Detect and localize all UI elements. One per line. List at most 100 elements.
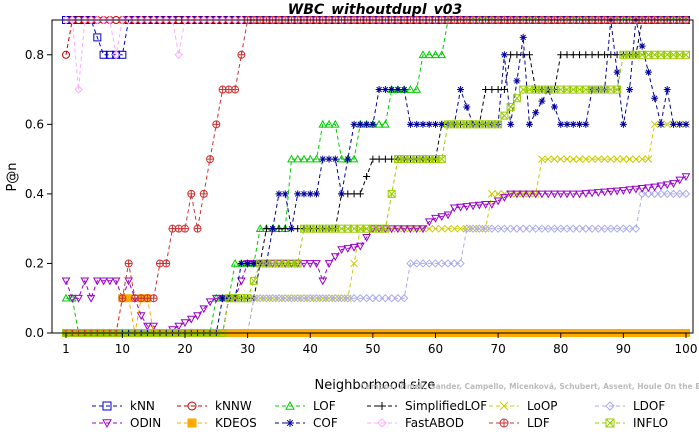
data-point [375, 86, 383, 94]
x-tick-label: 100 [675, 342, 698, 356]
data-point [669, 189, 678, 199]
y-tick-label: 0.6 [25, 117, 44, 131]
series-LDF [62, 16, 690, 337]
data-point [413, 120, 421, 128]
legend-label: LoOP [527, 399, 558, 413]
data-point [644, 68, 652, 76]
data-point [575, 190, 584, 199]
data-point [443, 259, 453, 268]
data-point [344, 190, 352, 198]
data-point [588, 51, 596, 59]
data-point [312, 294, 321, 303]
data-point [143, 322, 152, 331]
data-point [399, 225, 409, 234]
data-point [512, 224, 522, 233]
data-point [600, 155, 609, 163]
data-point [330, 119, 340, 128]
data-point [293, 154, 303, 163]
data-point [105, 15, 115, 25]
data-point [600, 224, 609, 233]
data-point [61, 277, 71, 286]
legend-label: ODIN [130, 416, 161, 430]
data-point [356, 120, 364, 128]
data-point [663, 189, 672, 199]
data-point [343, 294, 353, 303]
data-point [319, 155, 327, 163]
data-point [161, 15, 171, 25]
data-point [387, 189, 396, 198]
data-point [205, 15, 215, 25]
data-point [356, 190, 364, 198]
data-point [381, 119, 390, 128]
data-point [337, 294, 346, 303]
data-point [631, 224, 641, 233]
data-point [61, 15, 71, 25]
data-point [337, 154, 346, 163]
data-point [644, 189, 653, 199]
data-point [518, 224, 528, 233]
data-point [682, 120, 690, 128]
data-point [682, 50, 690, 59]
data-point [612, 224, 622, 233]
data-point [300, 190, 308, 198]
data-point [268, 294, 277, 303]
data-point [581, 155, 590, 163]
data-point [556, 224, 565, 233]
data-point [637, 189, 647, 199]
data-point [155, 15, 165, 25]
watermark: Campos, Zimek, Sander, Campello, Micenko… [360, 382, 699, 391]
data-point [513, 77, 521, 85]
data-point [488, 190, 496, 198]
data-point [638, 42, 646, 50]
data-point [237, 259, 245, 267]
data-point [237, 15, 246, 25]
data-point [550, 190, 559, 199]
legend-item-FastABOD: FastABOD [367, 416, 464, 430]
data-point [525, 224, 534, 233]
data-point [594, 51, 602, 59]
series-LOF [61, 15, 691, 337]
data-point [349, 243, 359, 252]
data-point [331, 294, 340, 303]
data-point [438, 120, 446, 128]
legend-label: COF [313, 416, 338, 430]
data-point [582, 51, 590, 59]
data-point [601, 51, 609, 59]
data-point [406, 259, 415, 268]
data-point [675, 176, 685, 185]
legend-marker [286, 419, 294, 427]
data-point [312, 260, 321, 268]
data-point [525, 190, 534, 199]
series-line [65, 176, 687, 334]
data-point [111, 50, 121, 59]
data-point [363, 120, 371, 128]
data-point [168, 15, 177, 25]
data-point [193, 224, 202, 233]
data-point [568, 190, 578, 199]
data-point [387, 294, 396, 303]
data-point [474, 201, 484, 210]
legend-label: LDF [527, 416, 550, 430]
data-point [431, 50, 440, 59]
data-point [651, 94, 659, 102]
data-point [174, 322, 184, 331]
data-point [576, 51, 584, 59]
data-point [255, 294, 265, 303]
data-point [262, 294, 271, 303]
plot-frame [51, 19, 694, 334]
data-point [212, 15, 221, 25]
legend-item-SimplifiedLOF: SimplifiedLOF [367, 399, 487, 413]
data-point [457, 86, 465, 94]
data-point [212, 120, 221, 129]
x-tick-label: 90 [616, 342, 631, 356]
data-point [450, 259, 459, 268]
legend-item-COF: COF [275, 416, 338, 430]
data-point [224, 15, 234, 25]
data-point [656, 189, 666, 199]
data-point [92, 277, 102, 286]
legend-marker [499, 418, 509, 428]
data-point [543, 190, 553, 199]
x-tick-label: 50 [365, 342, 380, 356]
data-point [600, 188, 609, 197]
data-point [362, 294, 371, 303]
